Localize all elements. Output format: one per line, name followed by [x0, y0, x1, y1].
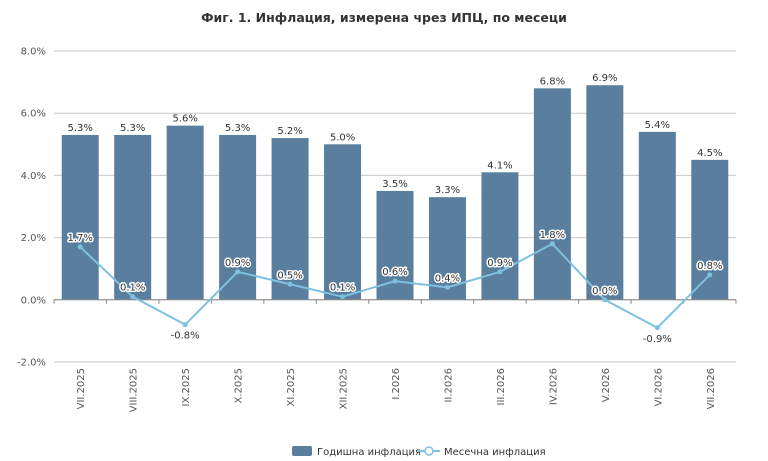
x-category-label: VII.2025 [76, 368, 87, 409]
line-data-label: 1.7% [68, 233, 93, 244]
line-data-label: 0.4% [435, 273, 460, 284]
bar[interactable] [691, 159, 729, 300]
x-category-label: XI.2025 [286, 368, 297, 406]
legend-swatch-bar [292, 446, 312, 456]
x-category-label: X.2025 [234, 368, 245, 403]
bar[interactable] [586, 85, 624, 300]
bar[interactable] [481, 172, 519, 300]
legend-label-bar: Годишна инфлация [317, 447, 421, 458]
line-point[interactable] [287, 281, 293, 287]
legend-label-line: Месечна инфлация [444, 447, 546, 458]
x-category-label: IV.2026 [548, 368, 559, 405]
y-tick-label: 8.0% [21, 47, 46, 58]
bar-data-label: 5.6% [172, 114, 197, 125]
bar-data-label: 5.2% [277, 126, 302, 137]
y-tick-label: 2.0% [21, 233, 46, 244]
bar-data-label: 5.4% [645, 120, 670, 131]
line-data-label: 0.9% [487, 258, 512, 269]
line-data-label: 0.1% [120, 283, 145, 294]
line-data-label: 0.9% [225, 258, 250, 269]
x-category-label: IX.2025 [181, 368, 192, 406]
x-category-label: I.2026 [391, 368, 402, 400]
bar-data-label: 6.8% [540, 76, 565, 87]
line-data-label: 0.1% [330, 283, 355, 294]
line-point[interactable] [235, 269, 241, 275]
y-tick-label: -2.0% [17, 358, 46, 369]
line-point[interactable] [130, 294, 136, 300]
line-point[interactable] [602, 297, 608, 303]
bar-data-label: 5.3% [120, 123, 145, 134]
bar-data-label: 4.1% [487, 160, 512, 171]
line-point[interactable] [392, 278, 398, 284]
line-point[interactable] [444, 284, 450, 290]
bar[interactable] [638, 131, 676, 300]
bar-data-label: 5.3% [225, 123, 250, 134]
line-point[interactable] [497, 269, 503, 275]
bar[interactable] [61, 134, 99, 300]
bar-data-label: 3.3% [435, 185, 460, 196]
x-category-label: V.2026 [601, 368, 612, 402]
legend-marker-line [424, 446, 434, 456]
x-category-label: VII.2026 [706, 368, 717, 409]
x-category-label: XII.2025 [339, 368, 350, 409]
line-data-label: -0.9% [643, 334, 672, 345]
x-category-label: II.2026 [443, 368, 454, 403]
line-data-label: -0.8% [171, 331, 200, 342]
line-data-label: 0.5% [277, 270, 302, 281]
bar[interactable] [166, 125, 204, 300]
bar[interactable] [271, 138, 309, 300]
bar-data-label: 6.9% [592, 73, 617, 84]
bar-series [61, 85, 729, 300]
line-data-label: 1.8% [540, 230, 565, 241]
chart-title: Фиг. 1. Инфлация, измерена чрез ИПЦ, по … [201, 10, 567, 25]
bar-data-label: 5.0% [330, 132, 355, 143]
x-category-label: III.2026 [496, 368, 507, 405]
bar[interactable] [324, 144, 362, 300]
bar[interactable] [114, 134, 152, 300]
line-point[interactable] [182, 322, 188, 328]
bar[interactable] [533, 88, 571, 300]
line-data-label: 0.6% [382, 267, 407, 278]
legend: Годишна инфлация Месечна инфлация [292, 446, 546, 458]
bar-data-label: 3.5% [382, 179, 407, 190]
bar-data-label: 5.3% [68, 123, 93, 134]
bar-data-label: 4.5% [697, 148, 722, 159]
y-tick-label: 4.0% [21, 171, 46, 182]
y-tick-label: 6.0% [21, 109, 46, 120]
x-category-label: VI.2026 [653, 368, 664, 406]
line-point[interactable] [77, 244, 83, 250]
line-point[interactable] [340, 294, 346, 300]
line-point[interactable] [654, 325, 660, 331]
line-data-label: 0.0% [592, 286, 617, 297]
x-category-label: VIII.2025 [129, 368, 140, 412]
line-point[interactable] [549, 241, 555, 247]
line-data-label: 0.8% [697, 261, 722, 272]
line-point[interactable] [707, 272, 713, 278]
y-tick-label: 0.0% [21, 295, 46, 306]
